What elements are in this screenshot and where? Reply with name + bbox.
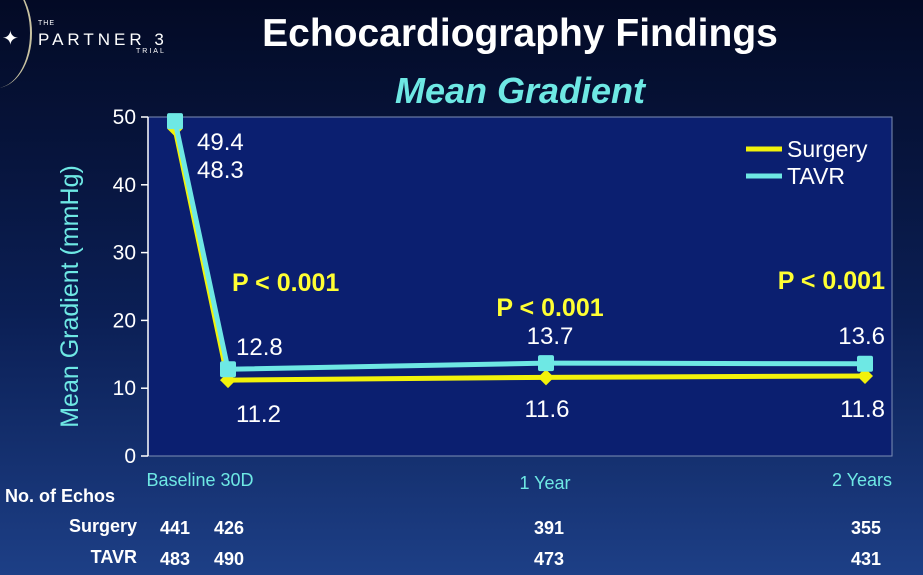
x-axis: Baseline 30D 1 Year 2 Years: [146, 470, 892, 493]
data-label-tavr: 13.7: [527, 323, 574, 350]
marker-tavr: [857, 355, 873, 372]
echos-count: 426: [213, 518, 245, 538]
data-label-tavr: 13.6: [838, 323, 885, 350]
echos-count: 490: [213, 549, 245, 569]
series-group: 49.4 12.8 13.7 13.6 48.3 11.2 11.6 11.8: [167, 113, 885, 428]
y-tick-label: 40: [113, 174, 136, 197]
y-tick-label: 0: [124, 445, 136, 468]
echos-row-label: TAVR: [90, 547, 137, 567]
star-icon: ✦: [2, 28, 19, 50]
echos-header: No. of Echos: [5, 486, 116, 506]
x-axis-label: 2 Years: [832, 470, 892, 490]
marker-surgery: [538, 369, 554, 386]
data-label-surgery: 11.8: [840, 396, 885, 423]
logo-arc: [0, 0, 32, 88]
line-tavr: [172, 120, 866, 372]
logo-trial: TRIAL: [136, 48, 166, 55]
page-subtitle: Mean Gradient: [394, 70, 646, 111]
annotations: P < 0.001 P < 0.001 P < 0.001: [232, 267, 885, 322]
p-value-annotation: P < 0.001: [232, 269, 339, 297]
partner3-logo: ✦ THE PARTNER 3 TRIAL: [0, 0, 190, 88]
data-label-surgery: 48.3: [197, 157, 244, 184]
y-tick-label: 30: [113, 242, 136, 265]
p-value-annotation: P < 0.001: [496, 294, 603, 322]
marker-tavr: [538, 355, 554, 372]
echos-count: 483: [159, 549, 191, 569]
y-tick-label: 50: [113, 106, 136, 129]
x-axis-label: Baseline 30D: [146, 470, 253, 490]
echos-count: 441: [159, 518, 191, 538]
y-tick-label: 10: [113, 377, 136, 400]
marker-surgery: [857, 367, 873, 384]
data-label-tavr: 49.4: [197, 129, 244, 156]
marker-tavr: [167, 113, 183, 130]
echos-row-label: Surgery: [68, 516, 137, 536]
echos-count: 355: [850, 518, 882, 538]
y-axis-label: Mean Gradient (mmHg): [56, 165, 84, 428]
marker-tavr: [220, 361, 236, 378]
logo-the: THE: [38, 20, 55, 27]
data-label-surgery: 11.6: [525, 396, 570, 423]
y-tick-label: 20: [113, 309, 136, 332]
page-title: Echocardiography Findings: [262, 12, 778, 55]
echos-count: 431: [850, 549, 882, 569]
data-label-surgery: 11.2: [236, 401, 281, 428]
echos-count: 473: [533, 549, 565, 569]
p-value-annotation: P < 0.001: [778, 267, 885, 295]
y-axis: 0 10 20 30 40 50: [113, 106, 149, 468]
logo-name: PARTNER 3: [38, 30, 168, 49]
legend-label-tavr: TAVR: [787, 163, 845, 189]
echos-count: 391: [533, 518, 565, 538]
x-axis-label: 1 Year: [519, 473, 570, 493]
legend-label-surgery: Surgery: [787, 136, 868, 162]
data-label-tavr: 12.8: [236, 334, 283, 361]
